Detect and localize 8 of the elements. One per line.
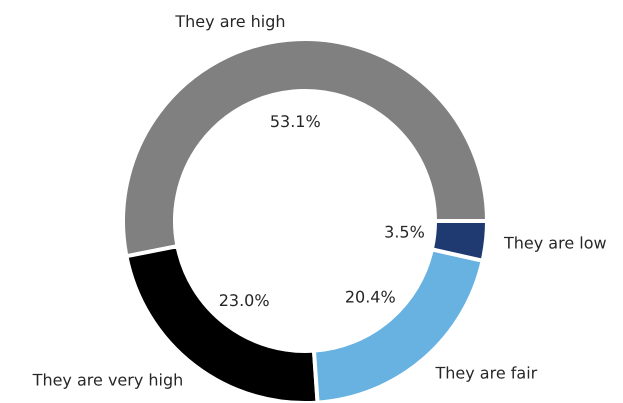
data-label: 20.4% [344, 287, 396, 306]
data-label: 23.0% [218, 290, 270, 310]
slice-label: They are fair [434, 363, 538, 382]
data-label: 3.5% [384, 222, 425, 242]
slice-label: They are very high [32, 370, 184, 390]
slice-label: They are low [502, 233, 607, 252]
slice-label: They are high [174, 12, 286, 32]
data-label: 53.1% [270, 112, 321, 131]
